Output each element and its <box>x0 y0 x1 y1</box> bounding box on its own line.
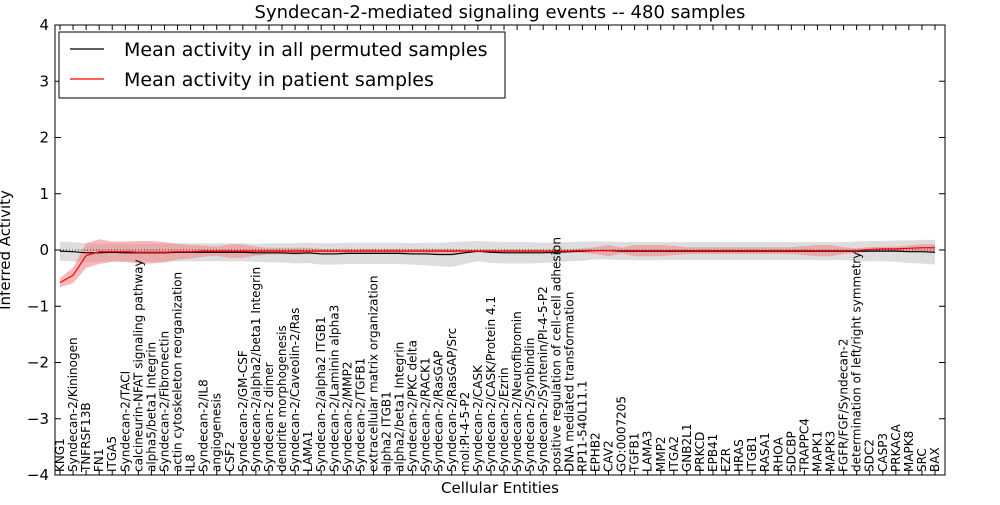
y-tick-label: −2 <box>27 354 49 372</box>
x-tick-label: Syndecan-2 dimer <box>262 362 276 472</box>
x-tick-label: Syndecan-2/RasGAP/Src <box>445 328 459 472</box>
x-tick-label: ITGB1 <box>745 436 759 472</box>
x-tick-label: GNB2L1 <box>680 424 694 472</box>
x-tick-label: MAPK8 <box>902 431 916 472</box>
x-tick-label: extracellular matrix organization <box>366 275 380 472</box>
x-tick-label: EPHB2 <box>588 432 602 472</box>
x-tick-label: Syndecan-2/RasGAP <box>432 351 446 472</box>
legend-label-permuted: Mean activity in all permuted samples <box>124 39 487 61</box>
x-tick-label: CASP3 <box>876 433 890 472</box>
x-tick-label: SDCBP <box>784 431 798 472</box>
x-tick-label: Syndecan-2/TACI <box>118 371 132 472</box>
x-tick-label: Syndecan-2/IL8 <box>197 379 211 472</box>
chart-title: Syndecan-2-mediated signaling events -- … <box>255 2 746 23</box>
x-tick-label: CAV2 <box>602 440 616 472</box>
x-tick-label: Syndecan-2/GM-CSF <box>236 350 250 472</box>
x-tick-label: Syndecan-2/alpha2/beta1 Integrin <box>249 267 263 472</box>
x-tick-label: alpha2 ITGB1 <box>379 391 393 472</box>
legend-box <box>58 31 506 99</box>
x-tick-label: ITGA5 <box>105 436 119 472</box>
x-tick-label: RP11-540L11.1 <box>575 381 589 472</box>
x-tick-label: Syndecan-2/Caveolin-2/Ras <box>288 308 302 472</box>
x-tick-label: Syndecan-2/CASK <box>471 364 485 472</box>
x-tick-label: Syndecan-2/PKC delta <box>406 340 420 472</box>
x-tick-label: BAX <box>928 447 942 472</box>
x-tick-label: Syndecan-2/RACK1 <box>419 357 433 472</box>
x-tick-label: MMP2 <box>654 436 668 472</box>
x-tick-label: alpha5/beta1 Integrin <box>144 342 158 472</box>
y-tick-label: 3 <box>39 72 49 90</box>
x-tick-label: TRAPPC4 <box>797 418 811 473</box>
x-tick-label: MAPK3 <box>824 431 838 472</box>
y-tick-label: −4 <box>27 466 49 484</box>
y-tick-label: 2 <box>39 129 49 147</box>
x-tick-label: Syndecan-2/Fibronectin <box>157 331 171 472</box>
x-tick-label: Syndecan-2/MMP2 <box>340 362 354 472</box>
x-tick-label: TNFRSF13B <box>79 402 93 473</box>
x-tick-label: SDC2 <box>863 439 877 472</box>
x-tick-label: EZR <box>719 448 733 472</box>
x-tick-label: Syndecan-2/Neurofibromin <box>510 311 524 472</box>
x-tick-label: calcineurin-NFAT signaling pathway <box>131 259 145 472</box>
x-tick-label: HRAS <box>732 439 746 472</box>
x-tick-label: IL8 <box>184 454 198 472</box>
x-tick-label: RHOA <box>771 436 785 472</box>
x-tick-label: LAMA3 <box>641 431 655 472</box>
band-series-0 <box>60 239 935 267</box>
x-tick-label: SRC <box>915 448 929 472</box>
y-tick-label: −1 <box>27 297 49 315</box>
y-tick-label: 0 <box>39 241 49 259</box>
x-tick-label: TGFB1 <box>628 433 642 473</box>
x-tick-label: Syndecan-2/Laminin alpha3 <box>327 305 341 472</box>
x-tick-label: FN1 <box>92 448 106 472</box>
x-tick-label: Syndecan-2/Syntenin/PI-4-5-P2 <box>536 286 550 472</box>
series-line-1 <box>59 247 935 284</box>
x-tick-label: CSF2 <box>223 441 237 472</box>
x-tick-label: alpha2/beta1 Integrin <box>393 342 407 472</box>
x-tick-label: PRKACA <box>889 423 903 472</box>
x-axis-ticks: KNG1 Syndecan-2/Kininogen TNFRSF13B FN1 ITGA… <box>53 25 942 475</box>
x-tick-label: FGFR/FGF/Syndecan-2 <box>837 339 851 472</box>
y-tick-label: 1 <box>39 185 49 203</box>
x-tick-label: EPB41 <box>706 434 720 472</box>
x-tick-label: Syndecan-2/alpha2 ITGB1 <box>314 316 328 472</box>
x-tick-label: MAPK1 <box>810 431 824 472</box>
x-tick-label: Syndecan-2/TGFB1 <box>353 358 367 472</box>
x-tick-label: Syndecan-2/Ezrin <box>497 367 511 472</box>
y-axis-label: Inferred Activity <box>0 190 14 310</box>
x-tick-label: Syndecan-2/Kininogen <box>66 337 80 472</box>
series-lines <box>59 247 936 284</box>
y-tick-label: −3 <box>27 410 49 428</box>
x-tick-label: RASA1 <box>758 432 772 472</box>
x-tick-label: PRKCD <box>693 432 707 472</box>
x-axis-label: Cellular Entities <box>441 479 559 497</box>
legend: Mean activity in all permuted samples Me… <box>58 31 506 99</box>
x-tick-label: positive regulation of cell-cell adhesio… <box>549 237 563 472</box>
x-tick-label: actin cytoskeleton reorganization <box>171 272 185 472</box>
x-tick-label: Syndecan-2/CASK/Protein 4.1 <box>484 296 498 472</box>
x-tick-label: GO:0007205 <box>615 396 629 472</box>
x-tick-label: Syndecan-2/Synbindin <box>523 338 537 472</box>
legend-label-patient: Mean activity in patient samples <box>124 69 434 91</box>
y-axis-ticks: −4 −3 −2 −1 0 1 2 3 4 <box>27 16 945 484</box>
x-tick-label: ITGA2 <box>667 436 681 472</box>
x-tick-label: LAMA1 <box>301 431 315 472</box>
x-tick-label: mol:PI-4-5-P2 <box>458 392 472 472</box>
x-tick-label: KNG1 <box>53 438 67 472</box>
x-tick-label: dendrite morphogenesis <box>275 325 289 472</box>
y-tick-label: 4 <box>39 16 49 34</box>
x-tick-label: DNA mediated transformation <box>562 292 576 472</box>
x-tick-label: determination of left/right symmetry <box>850 252 864 472</box>
x-tick-label: angiogenesis <box>210 393 224 472</box>
confidence-bands <box>60 239 935 288</box>
